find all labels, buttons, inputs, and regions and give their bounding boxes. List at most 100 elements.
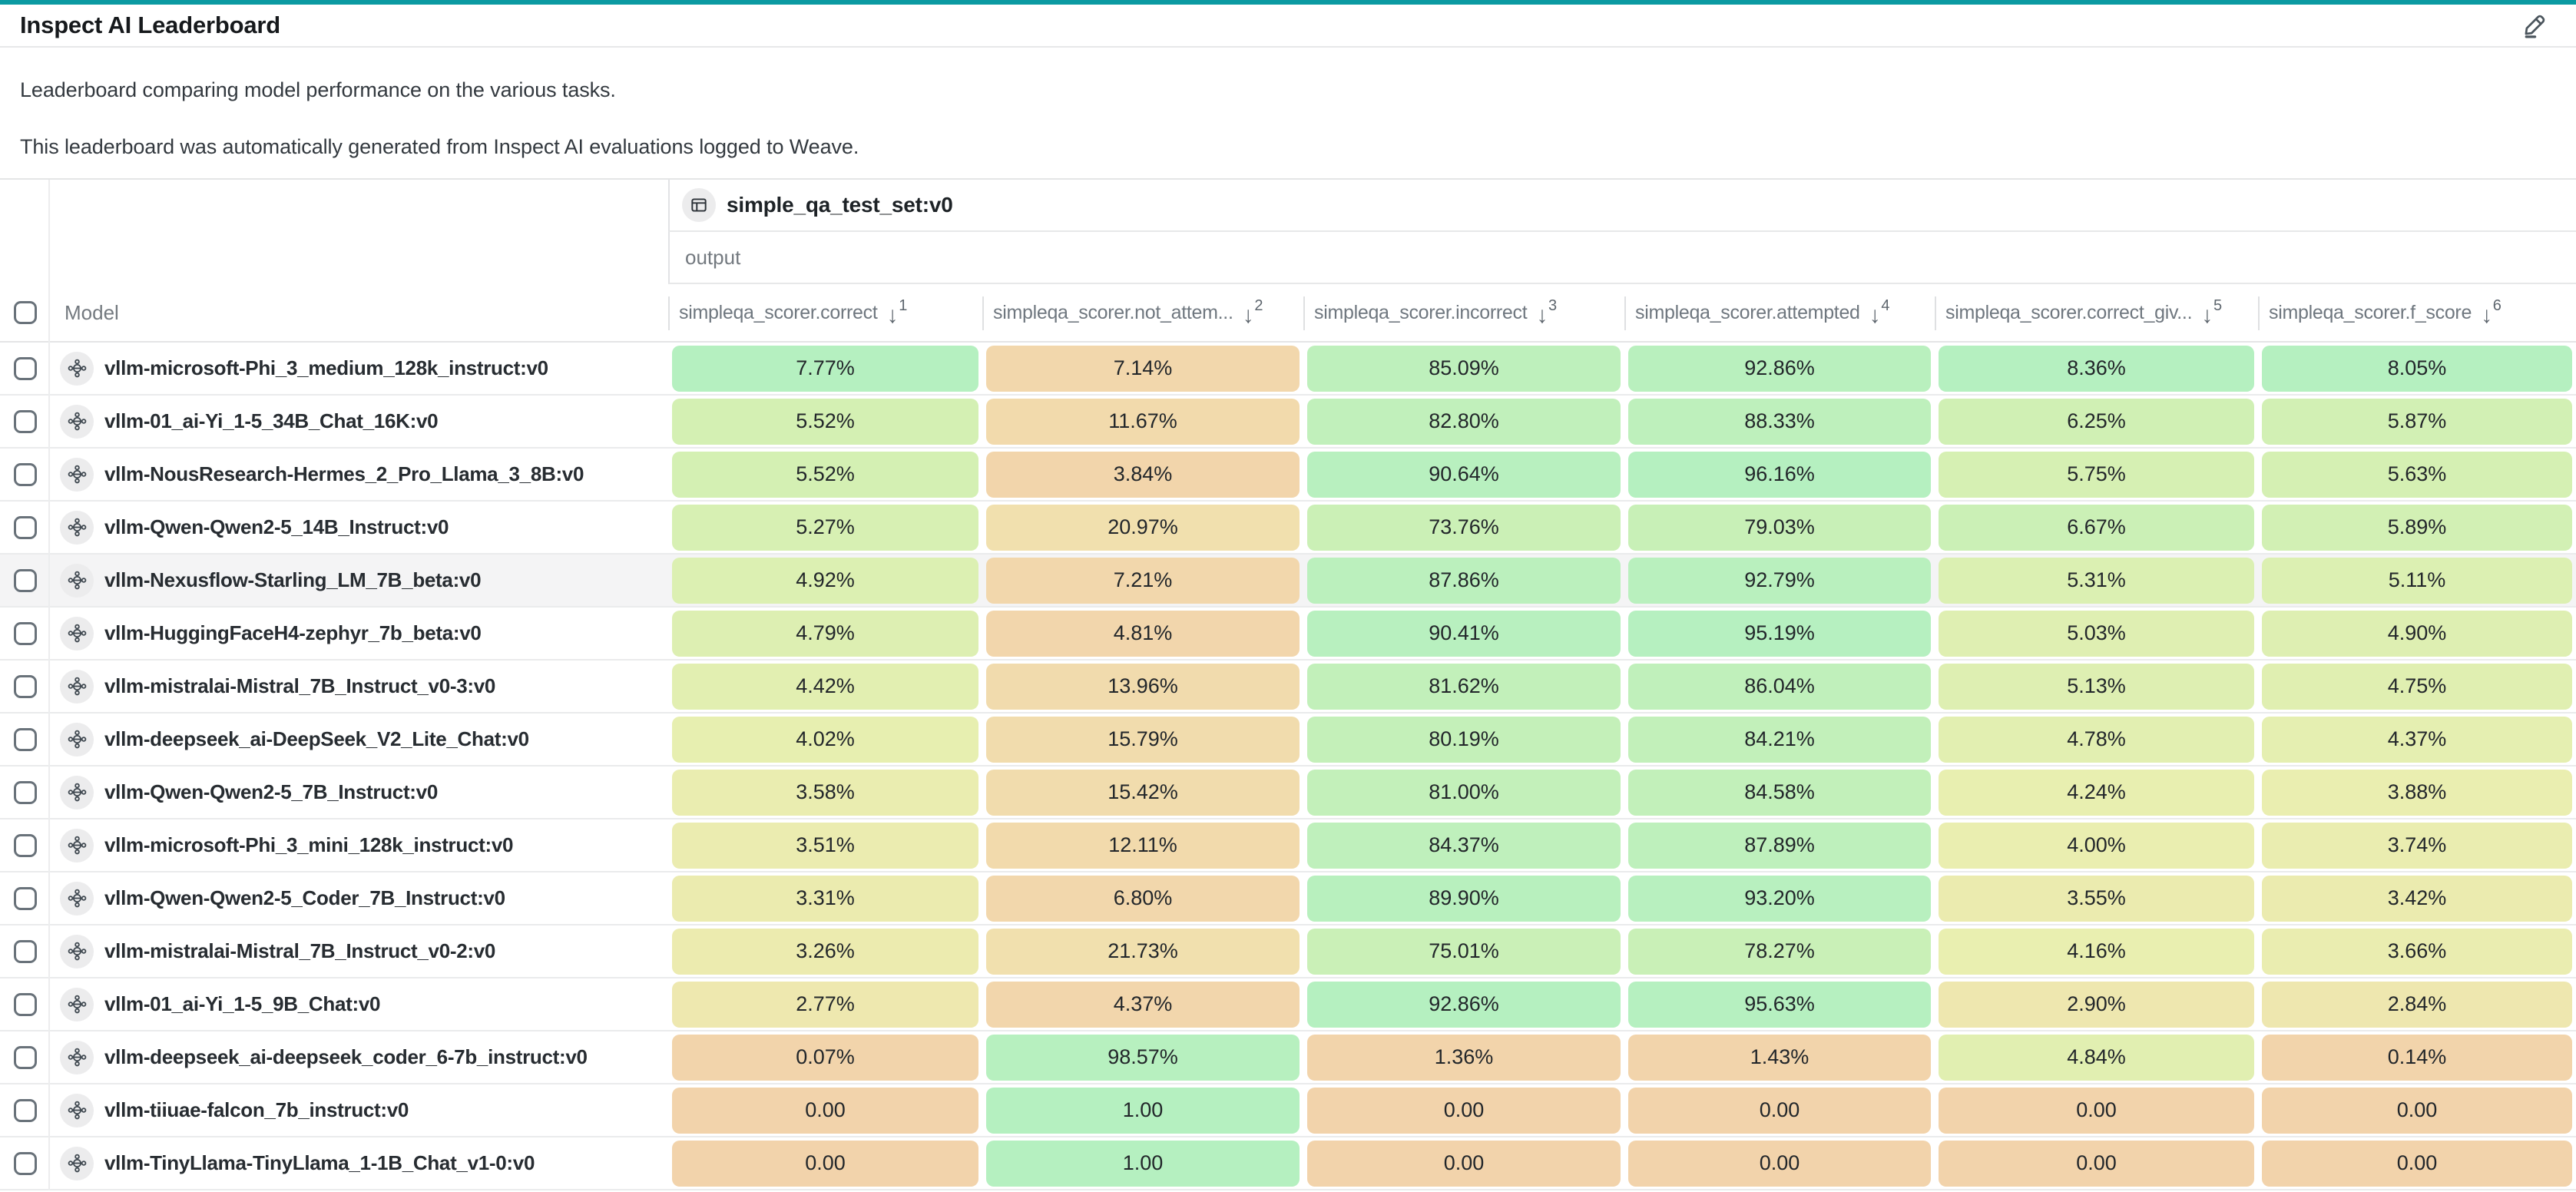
dataset-group-header[interactable]: simple_qa_test_set:v0 (668, 180, 2576, 232)
metric-cell[interactable]: 20.97% (982, 502, 1303, 553)
metric-cell[interactable]: 95.19% (1624, 608, 1935, 659)
row-checkbox[interactable] (14, 621, 37, 645)
row-checkbox[interactable] (14, 356, 37, 380)
edit-button[interactable] (2518, 8, 2551, 42)
metric-cell[interactable]: 8.05% (2258, 343, 2576, 394)
metric-cell[interactable]: 3.42% (2258, 872, 2576, 924)
model-cell[interactable]: vllm-mistralai-Mistral_7B_Instruct_v0-2:… (48, 934, 668, 969)
row-checkbox[interactable] (14, 568, 37, 592)
row-checkbox[interactable] (14, 515, 37, 539)
model-name[interactable]: vllm-Qwen-Qwen2-5_14B_Instruct:v0 (104, 515, 449, 538)
metric-cell[interactable]: 75.01% (1303, 925, 1624, 977)
metric-cell[interactable]: 6.25% (1935, 396, 2258, 447)
metric-cell[interactable]: 84.37% (1303, 820, 1624, 871)
model-name[interactable]: vllm-tiiuae-falcon_7b_instruct:v0 (104, 1098, 409, 1121)
table-row[interactable]: vllm-tiiuae-falcon_7b_instruct:v0 0.00 1.… (0, 1084, 2576, 1137)
metric-cell[interactable]: 11.67% (982, 396, 1303, 447)
model-name[interactable]: vllm-Qwen-Qwen2-5_Coder_7B_Instruct:v0 (104, 886, 505, 909)
model-cell[interactable]: vllm-Nexusflow-Starling_LM_7B_beta:v0 (48, 563, 668, 598)
metric-column-header[interactable]: simpleqa_scorer.not_attem... ↓ 2 (982, 284, 1303, 341)
metric-cell[interactable]: 5.31% (1935, 555, 2258, 606)
metric-cell[interactable]: 0.00 (1303, 1084, 1624, 1136)
sort-indicator[interactable]: ↓ 4 (1869, 298, 1890, 327)
metric-cell[interactable]: 3.66% (2258, 925, 2576, 977)
table-row[interactable]: vllm-Qwen-Qwen2-5_14B_Instruct:v0 5.27% 2… (0, 502, 2576, 555)
table-row[interactable]: vllm-NousResearch-Hermes_2_Pro_Llama_3_8… (0, 449, 2576, 502)
model-cell[interactable]: vllm-Qwen-Qwen2-5_Coder_7B_Instruct:v0 (48, 881, 668, 916)
metric-cell[interactable]: 5.27% (668, 502, 982, 553)
table-row[interactable]: vllm-deepseek_ai-deepseek_coder_6-7b_ins… (0, 1031, 2576, 1084)
model-cell[interactable]: vllm-HuggingFaceH4-zephyr_7b_beta:v0 (48, 616, 668, 651)
metric-cell[interactable]: 0.07% (668, 1031, 982, 1083)
metric-column-header[interactable]: simpleqa_scorer.incorrect ↓ 3 (1303, 284, 1624, 341)
metric-cell[interactable]: 85.09% (1303, 343, 1624, 394)
metric-cell[interactable]: 81.00% (1303, 767, 1624, 818)
metric-cell[interactable]: 5.87% (2258, 396, 2576, 447)
model-name[interactable]: vllm-NousResearch-Hermes_2_Pro_Llama_3_8… (104, 462, 584, 485)
select-all-checkbox[interactable] (14, 301, 37, 324)
model-cell[interactable]: vllm-01_ai-Yi_1-5_9B_Chat:v0 (48, 987, 668, 1021)
metric-cell[interactable]: 92.86% (1624, 343, 1935, 394)
metric-cell[interactable]: 92.86% (1303, 978, 1624, 1030)
metric-cell[interactable]: 86.04% (1624, 661, 1935, 712)
row-checkbox[interactable] (14, 1045, 37, 1069)
metric-cell[interactable]: 7.14% (982, 343, 1303, 394)
metric-cell[interactable]: 15.42% (982, 767, 1303, 818)
metric-cell[interactable]: 5.63% (2258, 449, 2576, 500)
metric-cell[interactable]: 82.80% (1303, 396, 1624, 447)
metric-cell[interactable]: 4.42% (668, 661, 982, 712)
metric-cell[interactable]: 81.62% (1303, 661, 1624, 712)
table-row[interactable]: vllm-mistralai-Mistral_7B_Instruct_v0-3:… (0, 661, 2576, 714)
metric-cell[interactable]: 5.11% (2258, 555, 2576, 606)
metric-cell[interactable]: 0.00 (668, 1084, 982, 1136)
metric-cell[interactable]: 79.03% (1624, 502, 1935, 553)
metric-cell[interactable]: 12.11% (982, 820, 1303, 871)
metric-cell[interactable]: 73.76% (1303, 502, 1624, 553)
model-name[interactable]: vllm-01_ai-Yi_1-5_9B_Chat:v0 (104, 992, 381, 1015)
metric-cell[interactable]: 5.13% (1935, 661, 2258, 712)
metric-cell[interactable]: 4.84% (1935, 1031, 2258, 1083)
row-checkbox[interactable] (14, 727, 37, 751)
metric-cell[interactable]: 98.57% (982, 1031, 1303, 1083)
metric-cell[interactable]: 88.33% (1624, 396, 1935, 447)
table-row[interactable]: vllm-microsoft-Phi_3_medium_128k_instruc… (0, 343, 2576, 396)
metric-cell[interactable]: 93.20% (1624, 872, 1935, 924)
metric-cell[interactable]: 0.00 (2258, 1084, 2576, 1136)
sort-indicator[interactable]: ↓ 3 (1536, 298, 1557, 327)
model-name[interactable]: vllm-microsoft-Phi_3_mini_128k_instruct:… (104, 833, 514, 856)
metric-cell[interactable]: 21.73% (982, 925, 1303, 977)
model-name[interactable]: vllm-01_ai-Yi_1-5_34B_Chat_16K:v0 (104, 409, 439, 432)
metric-cell[interactable]: 3.58% (668, 767, 982, 818)
metric-cell[interactable]: 1.36% (1303, 1031, 1624, 1083)
row-checkbox[interactable] (14, 886, 37, 910)
table-row[interactable]: vllm-01_ai-Yi_1-5_34B_Chat_16K:v0 5.52% 1… (0, 396, 2576, 449)
metric-cell[interactable]: 7.77% (668, 343, 982, 394)
metric-cell[interactable]: 7.21% (982, 555, 1303, 606)
model-name[interactable]: vllm-mistralai-Mistral_7B_Instruct_v0-2:… (104, 939, 496, 962)
metric-cell[interactable]: 4.92% (668, 555, 982, 606)
metric-cell[interactable]: 4.24% (1935, 767, 2258, 818)
row-checkbox[interactable] (14, 462, 37, 486)
metric-cell[interactable]: 3.51% (668, 820, 982, 871)
model-name[interactable]: vllm-mistralai-Mistral_7B_Instruct_v0-3:… (104, 674, 496, 697)
model-cell[interactable]: vllm-deepseek_ai-deepseek_coder_6-7b_ins… (48, 1040, 668, 1074)
sort-indicator[interactable]: ↓ 6 (2481, 298, 2502, 327)
model-cell[interactable]: vllm-01_ai-Yi_1-5_34B_Chat_16K:v0 (48, 404, 668, 439)
model-cell[interactable]: vllm-microsoft-Phi_3_medium_128k_instruc… (48, 351, 668, 386)
row-checkbox[interactable] (14, 833, 37, 857)
metric-cell[interactable]: 84.21% (1624, 714, 1935, 765)
row-checkbox[interactable] (14, 409, 37, 433)
metric-cell[interactable]: 5.75% (1935, 449, 2258, 500)
model-cell[interactable]: vllm-microsoft-Phi_3_mini_128k_instruct:… (48, 828, 668, 863)
metric-cell[interactable]: 2.84% (2258, 978, 2576, 1030)
model-cell[interactable]: vllm-Qwen-Qwen2-5_14B_Instruct:v0 (48, 510, 668, 545)
metric-cell[interactable]: 78.27% (1624, 925, 1935, 977)
model-name[interactable]: vllm-deepseek_ai-deepseek_coder_6-7b_ins… (104, 1045, 588, 1068)
metric-cell[interactable]: 96.16% (1624, 449, 1935, 500)
metric-cell[interactable]: 0.00 (1935, 1084, 2258, 1136)
metric-cell[interactable]: 5.52% (668, 449, 982, 500)
metric-cell[interactable]: 6.80% (982, 872, 1303, 924)
metric-cell[interactable]: 0.00 (2258, 1137, 2576, 1189)
metric-cell[interactable]: 3.31% (668, 872, 982, 924)
model-name[interactable]: vllm-deepseek_ai-DeepSeek_V2_Lite_Chat:v… (104, 727, 529, 750)
